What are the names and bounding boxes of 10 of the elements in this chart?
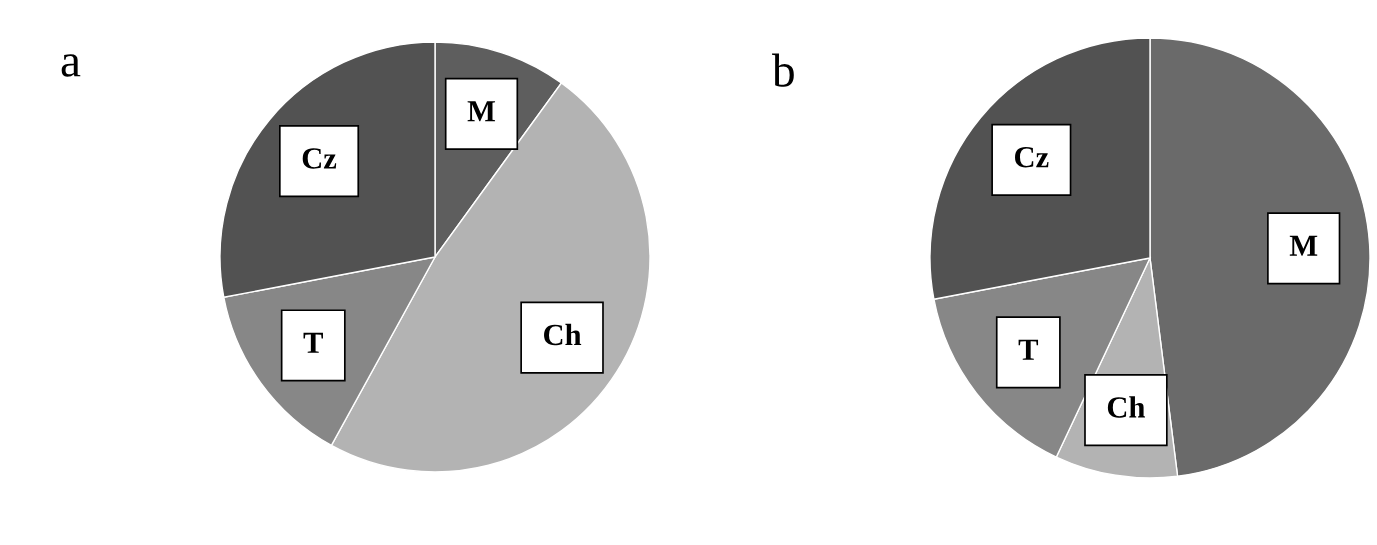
- slice-label: T: [1018, 339, 1039, 360]
- chart-title: a: [61, 54, 81, 77]
- slice-label: Ch: [1107, 396, 1145, 418]
- slice-label: M: [1289, 235, 1318, 256]
- slice-label: Ch: [544, 323, 582, 346]
- slice-label: Cz: [302, 148, 337, 169]
- slice-label: T: [303, 332, 323, 353]
- slice-label: M: [467, 101, 496, 122]
- chart-title: b: [772, 53, 794, 87]
- slice-label: Cz: [1015, 146, 1049, 168]
